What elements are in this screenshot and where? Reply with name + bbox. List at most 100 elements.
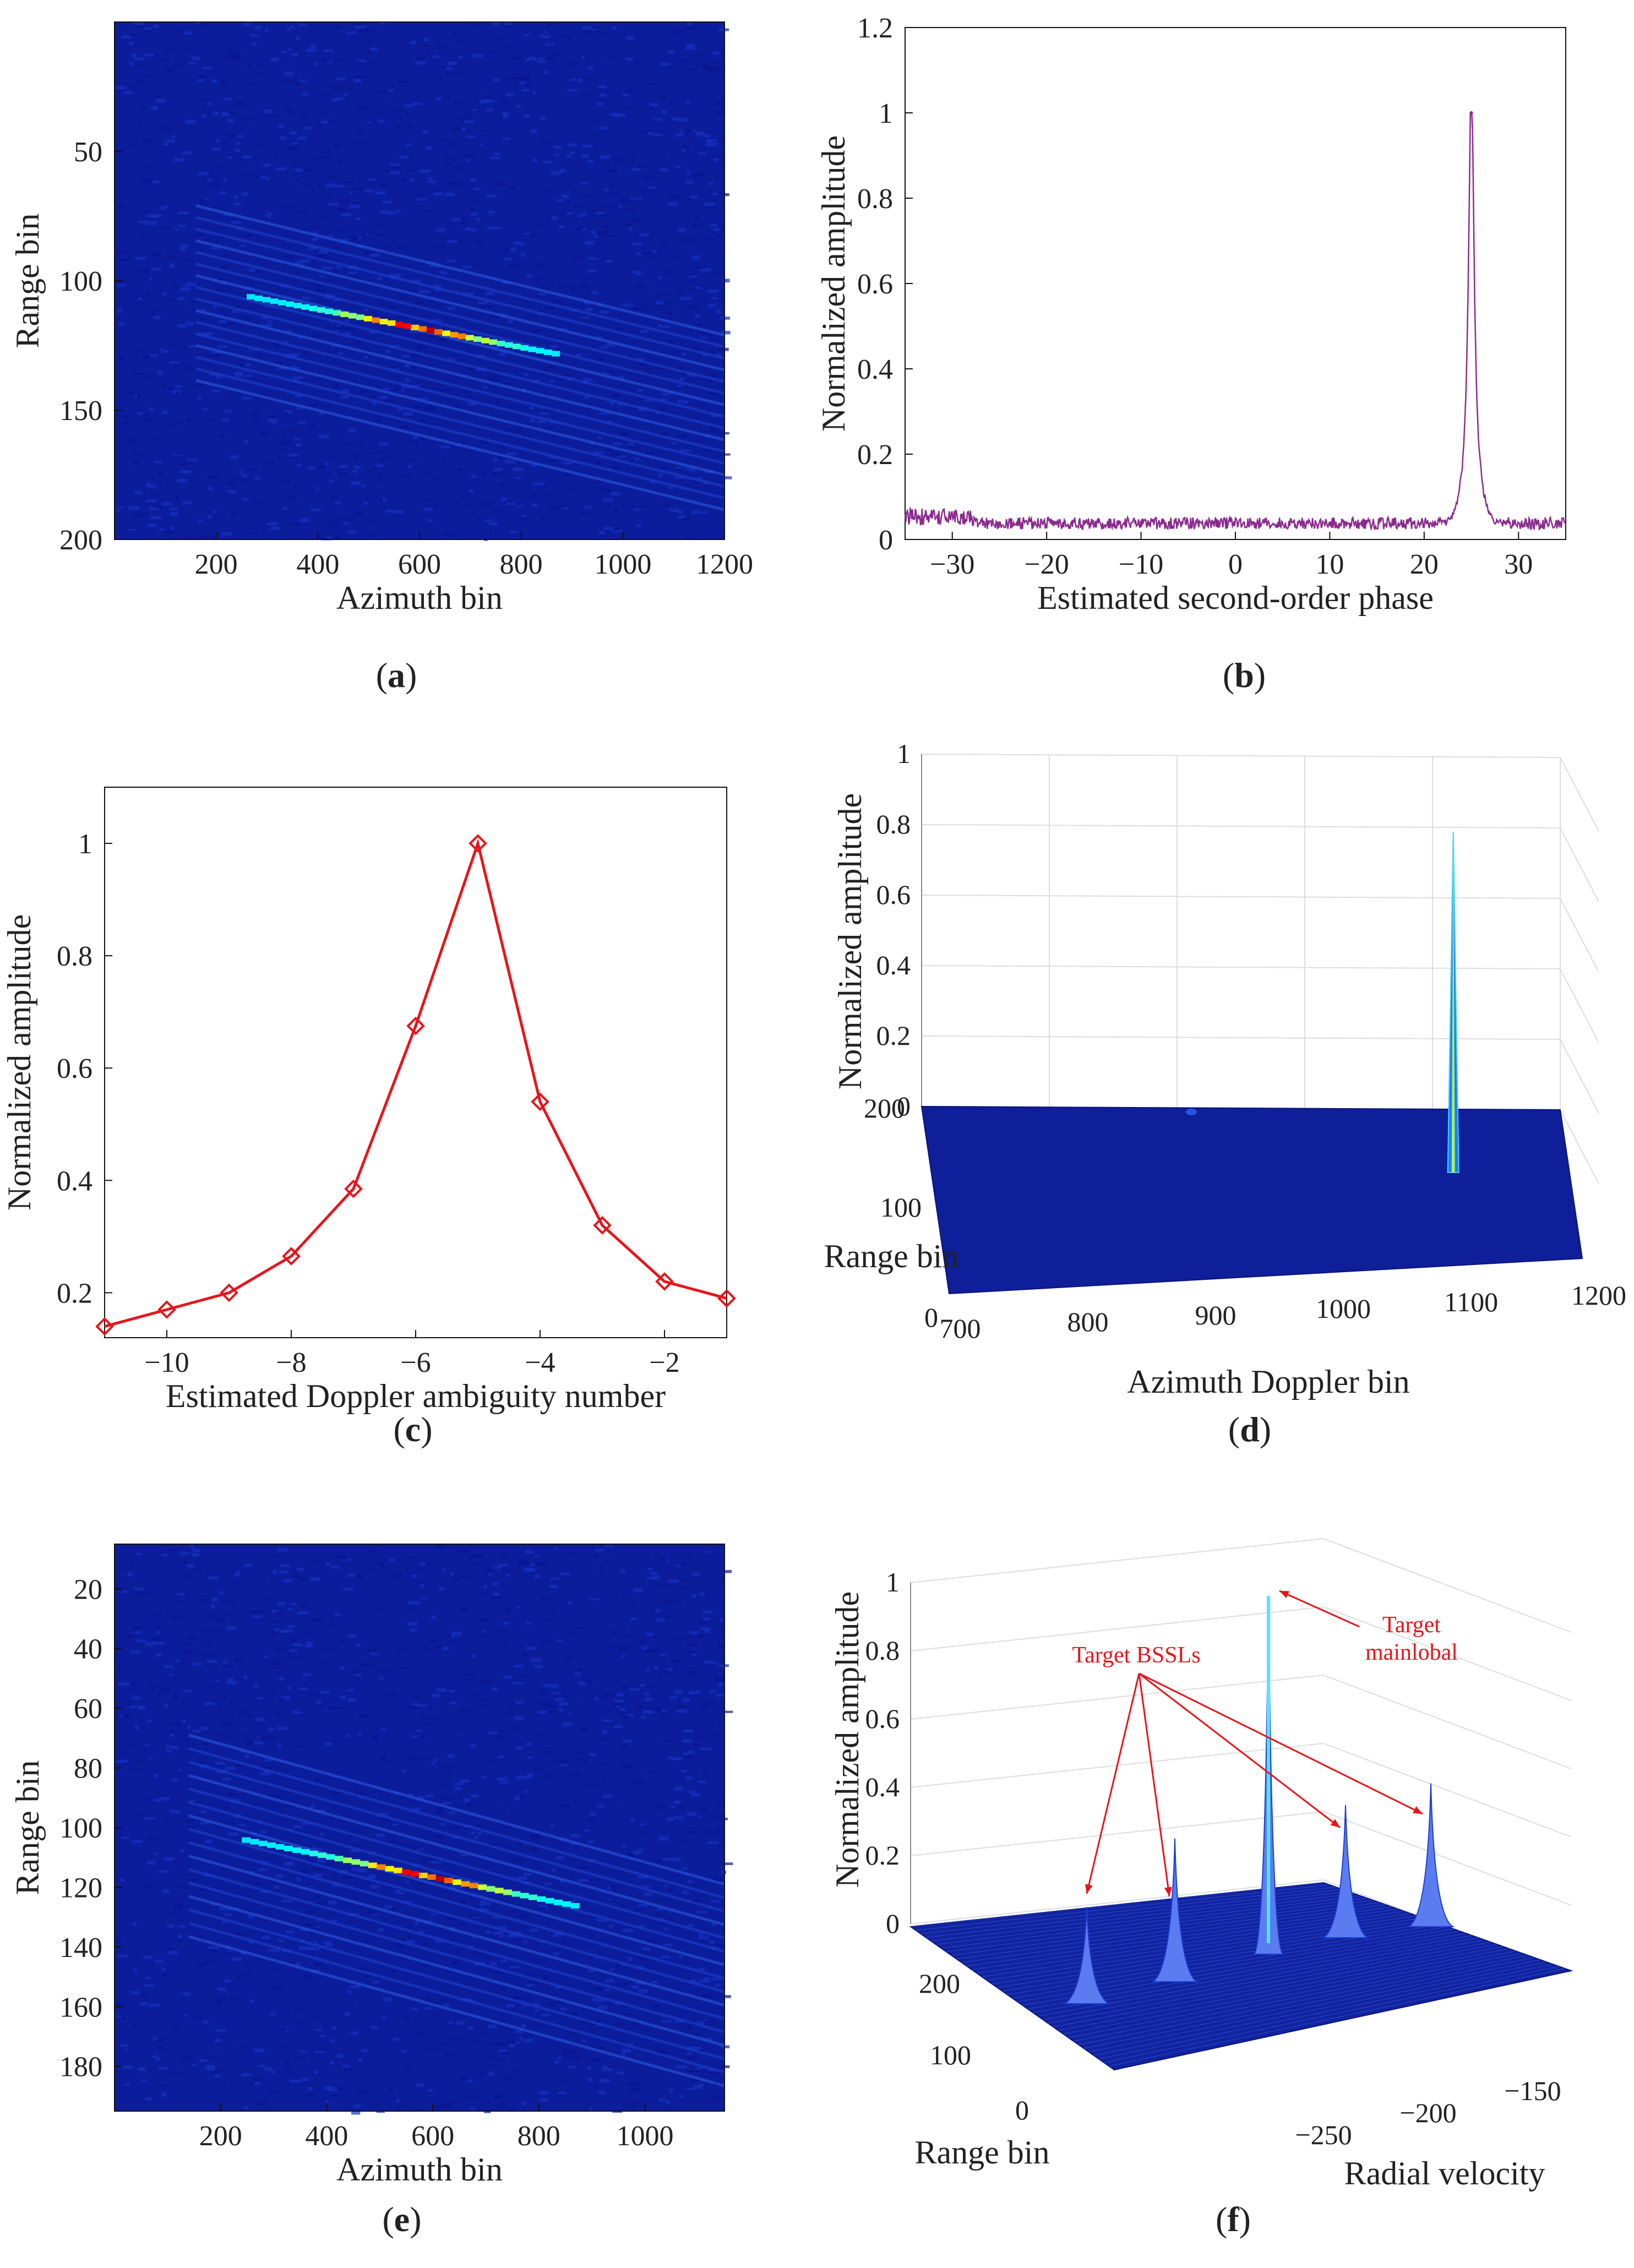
y-tick-label: 0.2 bbox=[57, 1278, 92, 1309]
z-axis-label: Normalized amplitude bbox=[829, 1591, 865, 1888]
caption-d: (d) bbox=[1228, 1410, 1272, 1449]
x-tick-label: 1000 bbox=[616, 2120, 673, 2152]
y-tick-label: 100 bbox=[59, 1813, 102, 1844]
x-axis-label: Azimuth bin bbox=[336, 580, 503, 616]
x-tick-label: 600 bbox=[398, 549, 441, 580]
chart-b: −30 −20 −10 0 10 20 30 0 0.2 0.4 0.6 0.8 1 1.2 Estimat… bbox=[815, 13, 1566, 616]
chart-a: 200 400 600 800 1000 1200 50 100 150 200 Azimuth b… bbox=[9, 21, 753, 616]
y-axis-label: Range bin bbox=[9, 1760, 46, 1895]
x-tick-label: −20 bbox=[1024, 549, 1069, 580]
data-point-marker bbox=[531, 1092, 549, 1111]
surface-floor bbox=[921, 1105, 1583, 1295]
x-axis-label: Radial velocity bbox=[1344, 2155, 1545, 2191]
caption-e: (e) bbox=[382, 2200, 422, 2239]
data-point-marker bbox=[406, 1016, 425, 1035]
z-tick-label: 0.2 bbox=[876, 1020, 911, 1051]
chart-d: 0 0.2 0.4 0.6 0.8 1 700 800 900 1000 1100 1200 0 100 2… bbox=[824, 738, 1626, 1400]
y-tick-label: 100 bbox=[59, 266, 102, 297]
x-tick-label: −6 bbox=[400, 1347, 431, 1378]
y-tick-label: 80 bbox=[74, 1753, 102, 1785]
x-tick-label: 700 bbox=[940, 1313, 981, 1344]
y-tick-label: 200 bbox=[919, 1968, 960, 1999]
z-tick-label: 0 bbox=[886, 1908, 900, 1939]
target-peak-tip bbox=[1451, 831, 1455, 1173]
series-line bbox=[104, 838, 727, 1328]
z-tick-label: 1 bbox=[897, 738, 911, 769]
y-tick-label: 200 bbox=[59, 525, 102, 556]
data-point-marker bbox=[220, 1283, 238, 1302]
panel-c: −10 −8 −6 −4 −2 0.2 0.4 0.6 0.8 1 Estimated Dopple… bbox=[0, 732, 817, 1464]
z-tick-label: 1 bbox=[886, 1567, 900, 1598]
data-point-marker bbox=[95, 1317, 114, 1336]
y-tick-label: 0.4 bbox=[57, 1165, 92, 1197]
caption-c: (c) bbox=[393, 1410, 433, 1449]
peak-point bbox=[1469, 111, 1473, 115]
x-tick-label: 400 bbox=[296, 549, 339, 580]
series-line bbox=[904, 112, 1566, 531]
caption-a: (a) bbox=[375, 656, 417, 695]
y-tick-label: 0.6 bbox=[57, 1053, 92, 1084]
chart-c: −10 −8 −6 −4 −2 0.2 0.4 0.6 0.8 1 Estimated Dopple… bbox=[1, 787, 736, 1414]
x-tick-label: −150 bbox=[1504, 2075, 1561, 2106]
y-tick-label: 100 bbox=[880, 1192, 922, 1223]
chart-e: 200 400 600 800 1000 20 40 60 80 100 120 140 160 180 A… bbox=[9, 1544, 733, 2188]
y-tick-label: 0.2 bbox=[857, 439, 893, 471]
data-point-marker bbox=[593, 1216, 612, 1235]
x-tick-label: 900 bbox=[1195, 1300, 1237, 1331]
target-streak bbox=[247, 294, 560, 357]
panel-b: −30 −20 −10 0 10 20 30 0 0.2 0.4 0.6 0.8 1 1.2 Estimat… bbox=[815, 0, 1634, 716]
y-tick-label: 0.4 bbox=[857, 354, 893, 385]
y-axis-label: Normalized amplitude bbox=[1, 914, 37, 1211]
z-tick-label: 0.4 bbox=[865, 1771, 900, 1802]
y-tick-label: 0 bbox=[879, 525, 893, 556]
y-tick-label: 150 bbox=[59, 395, 102, 427]
x-tick-label: 600 bbox=[411, 2120, 454, 2152]
x-tick-label: 0 bbox=[1228, 549, 1243, 580]
annotation-bssls: Target BSSLs bbox=[1072, 1643, 1200, 1668]
x-tick-label: 10 bbox=[1315, 549, 1344, 580]
panel-d: 0 0.2 0.4 0.6 0.8 1 700 800 900 1000 1100 1200 0 100 2… bbox=[817, 732, 1634, 1464]
peak bbox=[1151, 1838, 1199, 1982]
x-tick-label: −4 bbox=[525, 1347, 555, 1378]
y-tick-label: 120 bbox=[59, 1872, 102, 1904]
y-tick-label: 180 bbox=[59, 2052, 102, 2083]
x-tick-label: 400 bbox=[305, 2120, 348, 2152]
z-axis-label: Normalized amplitude bbox=[832, 793, 868, 1089]
annotation-target: Target bbox=[1382, 1612, 1441, 1638]
y-tick-label: 20 bbox=[74, 1574, 102, 1605]
x-tick-label: −10 bbox=[1119, 549, 1163, 580]
x-axis-label: Azimuth bin bbox=[336, 2151, 503, 2188]
y-tick-label: 0.8 bbox=[57, 941, 92, 972]
panel-e: 200 400 600 800 1000 20 40 60 80 100 120 140 160 180 A… bbox=[0, 1508, 817, 2265]
peak bbox=[1321, 1805, 1370, 1938]
data-point-marker bbox=[717, 1289, 736, 1308]
y-tick-label: 160 bbox=[59, 1992, 102, 2023]
panel-f: Target BSSLs Target mainlobal 0 0.2 0.4 0.6 0.8… bbox=[817, 1508, 1634, 2265]
x-tick-label: −250 bbox=[1295, 2119, 1352, 2150]
y-tick-label: 0.8 bbox=[857, 183, 893, 215]
y-tick-label: 100 bbox=[930, 2040, 971, 2070]
x-tick-label: −30 bbox=[930, 549, 974, 580]
panel-a: 200 400 600 800 1000 1200 50 100 150 200 Azimuth b… bbox=[0, 0, 817, 716]
y-axis-label: Range bin bbox=[824, 1238, 959, 1274]
y-tick-label: 0 bbox=[1015, 2095, 1029, 2125]
x-tick-label: 800 bbox=[500, 549, 543, 580]
y-tick-label: 200 bbox=[864, 1093, 905, 1124]
y-tick-label: 140 bbox=[59, 1932, 102, 1964]
x-tick-label: 1200 bbox=[1571, 1280, 1626, 1311]
x-tick-label: 1000 bbox=[594, 549, 651, 580]
x-tick-label: −2 bbox=[649, 1347, 679, 1378]
data-point-marker bbox=[344, 1179, 363, 1198]
y-tick-label: 1 bbox=[879, 98, 893, 129]
x-tick-label: 200 bbox=[195, 549, 238, 580]
peak bbox=[1063, 1907, 1111, 2004]
minor-peak bbox=[1186, 1109, 1197, 1115]
y-tick-label: 0.6 bbox=[857, 269, 893, 300]
z-tick-label: 0.8 bbox=[876, 809, 911, 839]
y-tick-label: 0 bbox=[924, 1302, 938, 1333]
data-point-marker bbox=[469, 834, 487, 853]
data-point-marker bbox=[157, 1300, 176, 1319]
x-tick-label: 200 bbox=[199, 2120, 242, 2152]
caption-b: (b) bbox=[1222, 656, 1266, 695]
y-tick-label: 40 bbox=[74, 1634, 102, 1665]
